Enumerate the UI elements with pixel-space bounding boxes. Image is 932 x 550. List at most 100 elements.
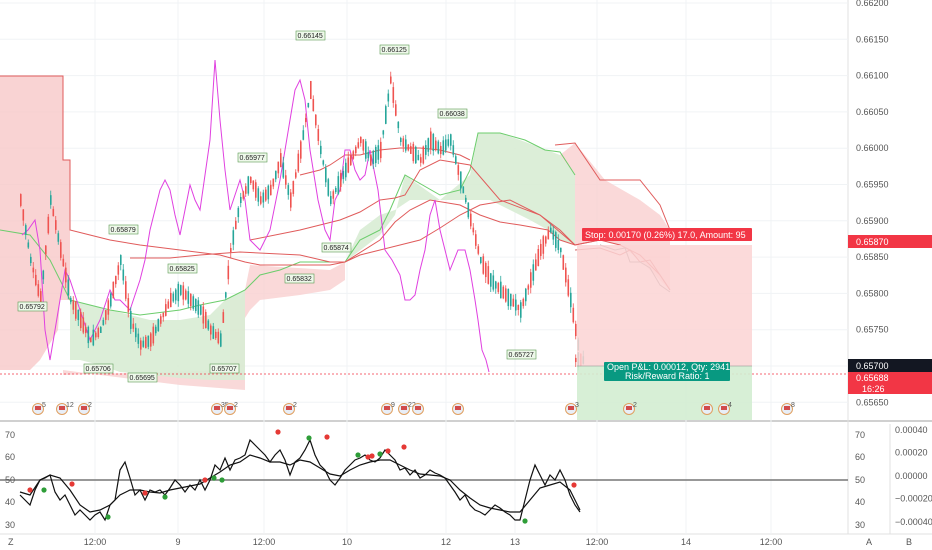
magenta-indicator-line <box>21 59 490 373</box>
price-tag-box <box>284 273 315 284</box>
candle-body <box>382 130 385 135</box>
candle-body <box>267 185 270 200</box>
oscillator-axis[interactable]: 70 60 50 40 30 70 60 50 40 30 0.00040 0.00020 0.0000… <box>5 425 932 530</box>
candle-body <box>37 284 40 296</box>
candle-body <box>350 154 352 166</box>
price-tag-text: 0.65695 <box>130 375 155 382</box>
candle-body <box>357 142 360 148</box>
osc-right-tick: 50 <box>855 475 865 485</box>
event-marker[interactable]: 9 <box>381 402 396 415</box>
candle-body <box>545 236 547 244</box>
flag-icon-stripe <box>455 406 461 410</box>
countdown-badge-text: 16:26 <box>862 384 885 394</box>
flag-icon-stripe <box>227 406 233 410</box>
candle-body <box>45 245 47 255</box>
candle-body <box>530 272 532 288</box>
time-tick-label: 12:00 <box>760 537 783 547</box>
event-marker[interactable]: 5 <box>32 402 47 415</box>
candle-body <box>322 160 325 165</box>
candle-body <box>117 265 120 275</box>
event-marker[interactable]: 4 <box>718 402 733 415</box>
event-count: 9 <box>391 402 395 409</box>
candle-body <box>195 299 197 311</box>
candle-body <box>575 323 577 337</box>
event-marker[interactable]: 3 <box>565 402 580 415</box>
event-count: 2 <box>88 402 92 409</box>
signal-dot <box>401 444 407 450</box>
price-tag-text: 0.65706 <box>86 366 111 373</box>
event-marker[interactable] <box>701 403 713 415</box>
candle-body <box>300 141 302 159</box>
candle-body <box>152 326 155 344</box>
stop-zone[interactable] <box>577 245 752 366</box>
osc-right-tick: 40 <box>855 497 865 507</box>
candle-body <box>445 139 447 151</box>
candle-body <box>275 170 277 180</box>
event-marker[interactable]: 8 <box>781 402 796 415</box>
corner-a-label[interactable]: A <box>866 537 872 547</box>
pnl-label-bg <box>604 362 730 381</box>
osc-value-tick: 0.00020 <box>895 448 928 458</box>
candle-body <box>425 145 427 155</box>
time-axis[interactable]: 12:00 9 12:00 10 12 13 12:00 14 12:00 <box>84 537 783 547</box>
candle-body <box>97 328 100 337</box>
flag-icon-stripe <box>401 406 407 410</box>
candle-body <box>42 270 45 280</box>
price-tag-text: 0.65874 <box>324 245 349 252</box>
candle-body <box>515 299 517 311</box>
event-marker[interactable]: 2 <box>623 402 638 415</box>
candle-body <box>32 267 35 273</box>
event-marker[interactable]: 12 <box>56 402 74 415</box>
current-price-badge-text: 0.65700 <box>856 361 889 371</box>
candle-body <box>535 259 537 271</box>
candle-body <box>227 265 230 280</box>
candle-body <box>312 99 315 111</box>
event-markers-group[interactable]: 5 12 2 35 2 2 9 22 3 2 4 8 <box>32 402 796 415</box>
candle-body <box>40 291 42 309</box>
candle-body <box>342 170 345 180</box>
event-marker[interactable]: 2 <box>224 402 239 415</box>
candle-body <box>340 173 342 187</box>
candle-body <box>215 331 217 339</box>
signal-dot <box>385 448 391 454</box>
price-tag-text: 0.66145 <box>298 33 323 40</box>
stop-label-box[interactable]: Stop: 0.00170 (0.26%) 17.0, Amount: 95 <box>582 228 752 241</box>
candle-body <box>180 285 182 295</box>
candle-body <box>440 145 442 155</box>
candle-body <box>157 319 160 331</box>
time-tick-label: 12:00 <box>253 537 276 547</box>
countdown-badge <box>848 383 932 394</box>
candle-body <box>265 189 267 201</box>
candle-body <box>297 153 300 172</box>
candle-body <box>462 186 465 194</box>
candle-body <box>77 309 80 321</box>
pnl-label-box[interactable]: Open P&L: 0.00012, Qty: 2941 Risk/Reward… <box>604 362 730 381</box>
price-axis[interactable]: 0.66200 0.66150 0.66100 0.66050 0.66000 0.659… <box>856 0 889 407</box>
event-marker[interactable]: 35 <box>211 402 229 415</box>
osc-right-tick: 60 <box>855 452 865 462</box>
osc-left-tick: 50 <box>5 475 15 485</box>
event-marker[interactable]: 22 <box>398 402 416 415</box>
oscillator-pane[interactable] <box>0 424 848 534</box>
candle-body <box>540 243 542 257</box>
event-marker[interactable]: 2 <box>283 402 298 415</box>
pnl-line-1: Open P&L: 0.00012, Qty: 2941 <box>607 362 730 372</box>
corner-z-label[interactable]: Z <box>8 537 14 547</box>
price-tag-box <box>108 224 139 235</box>
candle-body <box>232 230 235 245</box>
event-marker[interactable] <box>452 403 464 415</box>
candle-body <box>395 104 397 116</box>
event-marker[interactable]: 2 <box>78 402 93 415</box>
event-marker[interactable] <box>412 403 424 415</box>
candle-body <box>392 87 395 103</box>
candle-body <box>335 187 337 193</box>
time-tick-label: 14 <box>681 537 691 547</box>
candle-body <box>560 247 562 253</box>
candle-body <box>145 336 147 349</box>
candle-body <box>50 195 52 205</box>
candle-body <box>390 76 392 84</box>
corner-b-label[interactable]: B <box>906 537 912 547</box>
position-tool[interactable]: Stop: 0.00170 (0.26%) 17.0, Amount: 95 O… <box>577 228 752 420</box>
